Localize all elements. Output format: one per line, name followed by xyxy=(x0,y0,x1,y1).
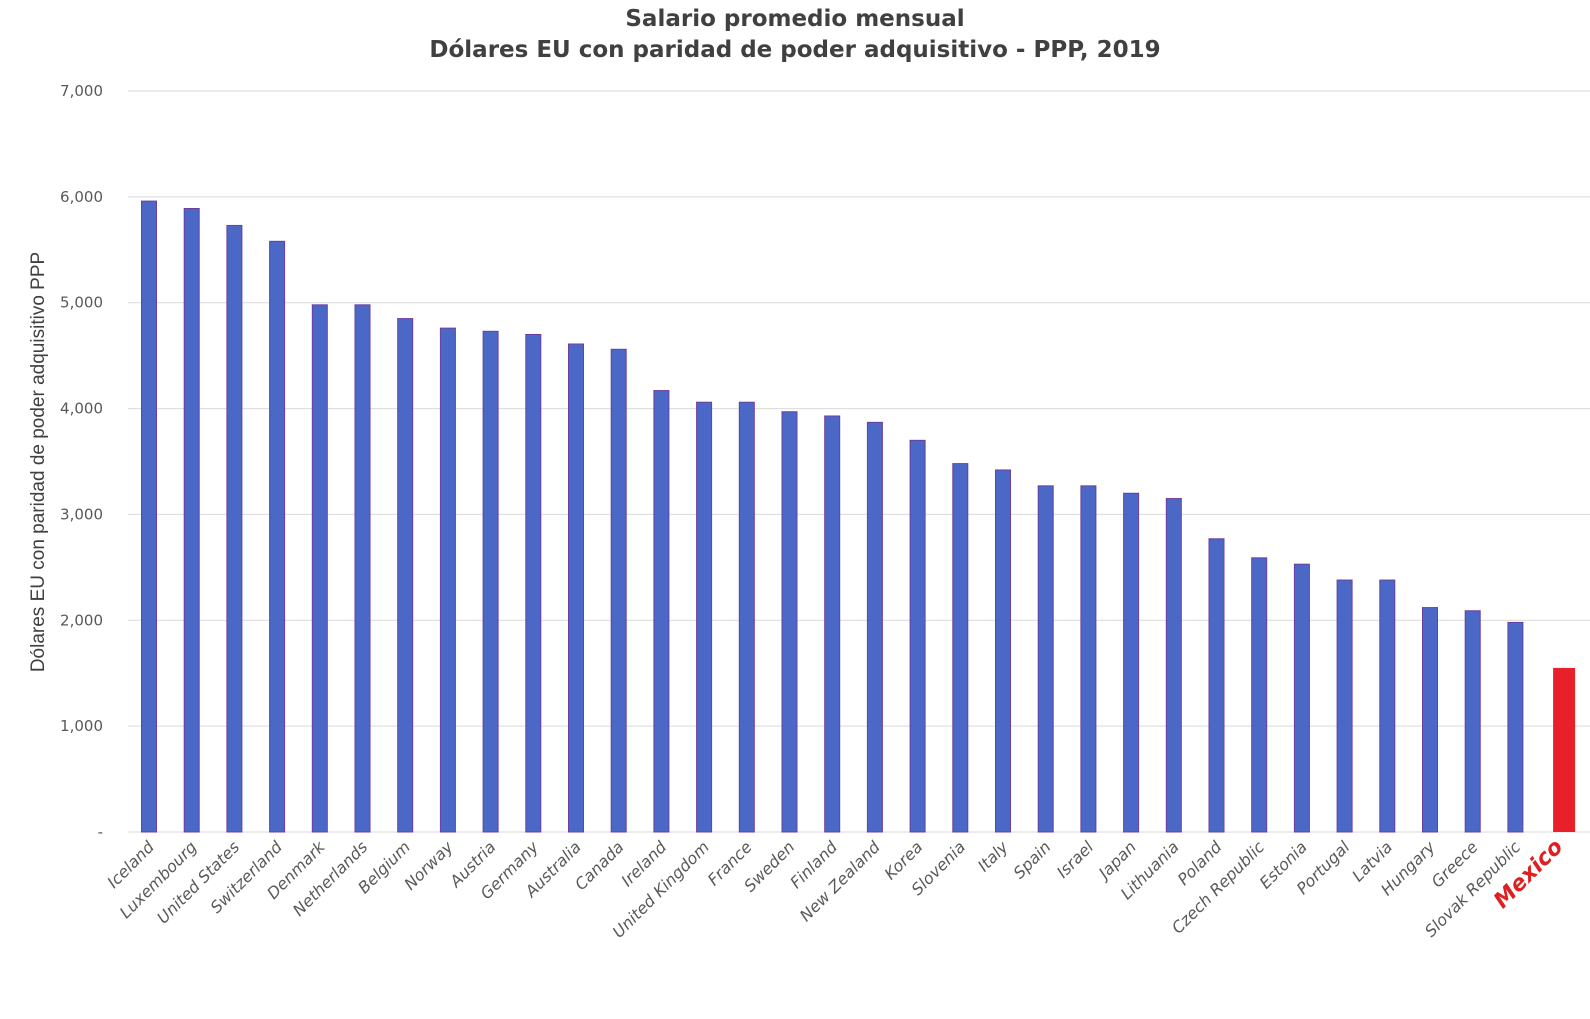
bar-israel xyxy=(1080,485,1097,833)
bar-united-states xyxy=(226,224,243,833)
bar-luxembourg xyxy=(183,208,200,833)
bar-slovak-republic xyxy=(1507,621,1524,833)
y-tick-label: 3,000 xyxy=(60,505,103,523)
bar-norway xyxy=(439,327,456,833)
bar-austria xyxy=(482,330,499,833)
bar-czech-republic xyxy=(1251,557,1268,833)
x-tick-label: Norway xyxy=(400,837,457,894)
bar-finland xyxy=(824,415,841,833)
bar-australia xyxy=(568,343,584,833)
bar-france xyxy=(738,401,755,833)
y-tick-label: 7,000 xyxy=(60,82,103,100)
x-tick-label: Israel xyxy=(1053,837,1098,882)
bar-korea xyxy=(909,439,926,833)
bar-ireland xyxy=(653,390,670,833)
chart-subtitle: Dólares EU con paridad de poder adquisit… xyxy=(429,37,1161,63)
bar-lithuania xyxy=(1165,498,1182,833)
y-tick-label: 4,000 xyxy=(60,400,103,418)
bar-new-zealand xyxy=(866,421,883,833)
bar-spain xyxy=(1037,485,1054,833)
bar-iceland xyxy=(141,200,157,833)
bar-canada xyxy=(610,348,627,833)
bar-portugal xyxy=(1336,579,1353,833)
y-tick-label: - xyxy=(98,823,103,841)
bar-switzerland xyxy=(269,240,286,833)
bar-latvia xyxy=(1379,579,1396,833)
bar-denmark xyxy=(311,304,328,833)
x-tick-label: Spain xyxy=(1009,837,1054,882)
bar-greece xyxy=(1464,610,1481,833)
y-tick-label: 5,000 xyxy=(60,294,103,312)
bar-netherlands xyxy=(354,304,371,833)
bar-italy xyxy=(995,469,1011,833)
bar-slovenia xyxy=(952,463,969,833)
bar-estonia xyxy=(1293,563,1310,833)
bar-japan xyxy=(1123,492,1140,833)
y-axis-title: Dólares EU con paridad de poder adquisit… xyxy=(28,252,49,672)
bar-germany xyxy=(525,333,542,833)
x-tick-label: Italy xyxy=(974,837,1012,875)
bar-mexico xyxy=(1553,667,1576,832)
grid-lines xyxy=(128,90,1590,833)
y-tick-label: 1,000 xyxy=(60,717,103,735)
bars xyxy=(141,200,1576,833)
bar-poland xyxy=(1208,538,1225,833)
y-tick-label: 2,000 xyxy=(60,611,103,629)
bar-belgium xyxy=(397,318,414,833)
bar-united-kingdom xyxy=(696,401,713,833)
y-axis-ticks: - 1,000 2,000 3,000 4,000 5,000 6,000 7,000 xyxy=(60,82,103,841)
chart-title: Salario promedio mensual xyxy=(625,6,965,32)
y-tick-label: 6,000 xyxy=(60,188,103,206)
bar-sweden xyxy=(781,411,798,833)
bar-hungary xyxy=(1422,607,1438,833)
